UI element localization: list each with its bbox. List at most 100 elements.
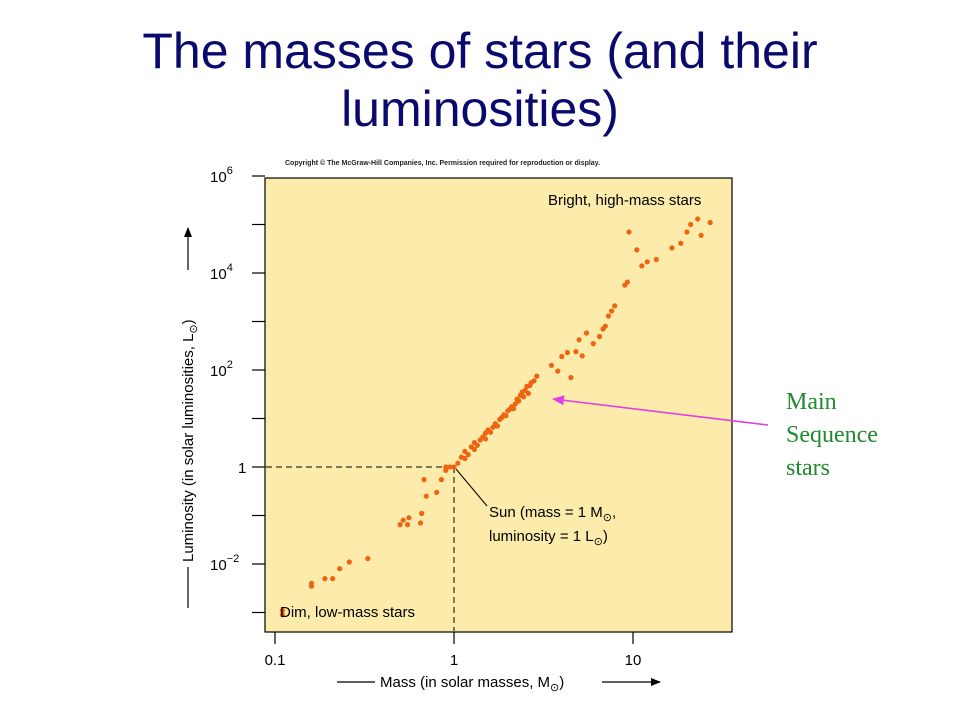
label-bright-high-mass: Bright, high-mass stars: [548, 192, 701, 209]
star-point: [494, 423, 501, 429]
y-tick-label: 106: [210, 165, 233, 186]
star-point: [568, 374, 574, 381]
y-tick-label: 102: [210, 359, 233, 380]
star-point: [455, 460, 461, 466]
main-sequence-line3: stars: [786, 455, 830, 481]
solar-symbol-x: ⊙: [550, 682, 559, 694]
star-point: [707, 219, 713, 226]
copyright-notice: Copyright © The McGraw-Hill Companies, I…: [285, 160, 601, 167]
slide-title: The masses of stars (and their luminosit…: [20, 22, 940, 138]
star-point: [521, 394, 527, 400]
star-point: [579, 353, 585, 359]
star-point: [531, 378, 537, 384]
data-points: [279, 216, 713, 618]
star-point: [669, 245, 675, 251]
axis-ticks: [252, 175, 634, 644]
main-sequence-label: Main Sequence stars: [786, 386, 878, 485]
star-point: [525, 390, 531, 396]
star-point: [564, 349, 571, 356]
star-point: [684, 229, 690, 235]
star-point: [624, 279, 631, 285]
y-tick-label: 10−2: [210, 553, 239, 574]
star-point: [576, 337, 582, 343]
star-point: [419, 510, 425, 517]
star-point: [596, 333, 603, 340]
star-point: [279, 612, 285, 618]
star-point: [404, 522, 411, 528]
star-point: [510, 406, 517, 412]
star-point: [365, 555, 371, 562]
y-axis-title: Luminosity (in solar luminosities, L⊙): [180, 319, 200, 562]
x-axis-title: Mass (in solar masses, M⊙): [380, 674, 564, 694]
star-point: [434, 489, 440, 495]
star-point: [653, 256, 659, 263]
sun-pointer-line: [455, 468, 488, 507]
star-point: [634, 247, 640, 253]
star-point: [698, 232, 704, 238]
star-point: [583, 330, 590, 336]
x-tick-label: 1: [450, 652, 458, 669]
star-point: [534, 373, 540, 379]
star-point: [605, 313, 612, 319]
star-point: [279, 607, 285, 614]
star-point: [330, 576, 336, 582]
main-sequence-line1: Main: [786, 389, 837, 415]
solar-symbol-lum: ⊙: [594, 536, 603, 548]
star-point: [423, 493, 429, 499]
star-point: [559, 353, 565, 360]
slide-title-line1: The masses of stars (and their: [142, 23, 818, 79]
star-point: [397, 522, 403, 528]
star-point: [465, 452, 471, 458]
slide-title-line2: luminosities): [341, 81, 619, 137]
star-point: [678, 240, 684, 246]
star-point: [573, 349, 579, 355]
star-point: [337, 566, 343, 572]
star-point: [308, 580, 315, 586]
main-sequence-arrow: [552, 395, 769, 426]
x-tick-label: 10: [625, 652, 642, 669]
star-point: [346, 559, 352, 565]
label-sun-line1: Sun (mass = 1 M⊙,: [489, 504, 616, 524]
label-sun-line2: luminosity = 1 L⊙): [489, 528, 608, 548]
star-point: [626, 229, 632, 235]
star-point: [688, 221, 694, 228]
star-point: [417, 520, 424, 526]
star-point: [406, 515, 412, 521]
star-point: [400, 517, 406, 523]
star-point: [487, 429, 494, 435]
star-point: [451, 464, 457, 470]
star-point: [438, 477, 444, 483]
plot-area: [264, 177, 733, 633]
solar-symbol-mass: ⊙: [603, 512, 612, 524]
star-point: [695, 216, 701, 222]
star-point: [462, 448, 468, 454]
star-point: [322, 576, 328, 582]
main-sequence-line2: Sequence: [786, 422, 878, 448]
star-point: [644, 259, 650, 265]
label-dim-low-mass: Dim, low-mass stars: [280, 604, 415, 621]
solar-symbol-y: ⊙: [188, 324, 200, 333]
star-point: [590, 341, 596, 347]
star-point: [474, 442, 480, 448]
star-point: [421, 477, 427, 483]
star-point: [471, 446, 477, 453]
sun-reference-lines: [266, 466, 455, 631]
star-point: [447, 464, 453, 470]
star-point: [503, 413, 509, 419]
star-point: [548, 362, 555, 368]
star-point: [443, 464, 449, 470]
star-point: [639, 263, 645, 269]
y-tick-label: 1: [238, 460, 246, 477]
star-point: [482, 436, 489, 442]
star-point: [602, 323, 608, 329]
star-point: [462, 455, 468, 462]
y-tick-label: 104: [210, 262, 233, 283]
star-point: [512, 401, 518, 407]
star-point: [516, 398, 522, 404]
star-point: [609, 308, 615, 314]
star-point: [555, 368, 561, 374]
x-tick-label: 0.1: [265, 652, 286, 669]
star-point: [612, 303, 618, 309]
axis-tick-labels: 0.1 1 10 106 104 102 1 10−2: [210, 165, 641, 669]
